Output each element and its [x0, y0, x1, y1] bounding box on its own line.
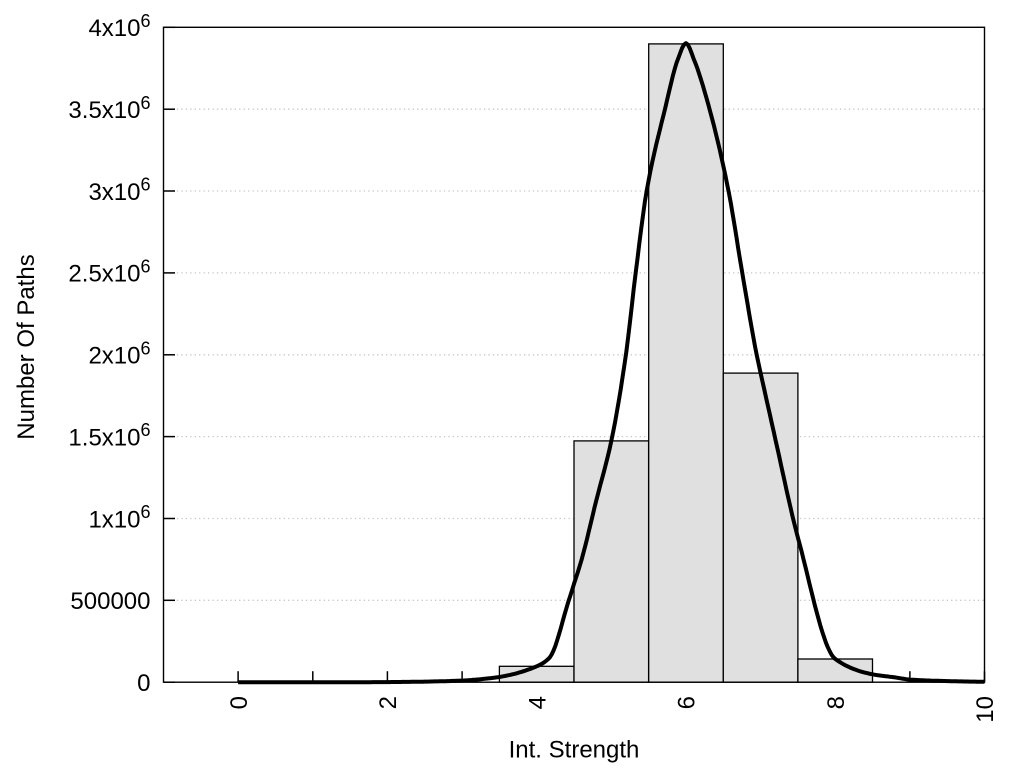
svg-text:Number Of Paths: Number Of Paths [13, 254, 40, 439]
svg-text:1x106: 1x106 [88, 502, 150, 533]
svg-text:4: 4 [524, 696, 551, 709]
svg-text:4x106: 4x106 [88, 11, 150, 42]
svg-text:500000: 500000 [70, 588, 150, 615]
svg-text:2x106: 2x106 [88, 338, 150, 369]
svg-text:3x106: 3x106 [88, 175, 150, 206]
svg-text:3.5x106: 3.5x106 [68, 93, 150, 124]
svg-text:0: 0 [137, 670, 150, 697]
svg-text:6: 6 [674, 696, 701, 709]
svg-text:Int. Strength: Int. Strength [509, 736, 640, 763]
svg-text:8: 8 [823, 696, 850, 709]
svg-text:0: 0 [226, 696, 253, 709]
svg-text:10: 10 [972, 696, 999, 723]
svg-text:2: 2 [375, 696, 402, 709]
svg-text:1.5x106: 1.5x106 [68, 420, 150, 451]
svg-text:2.5x106: 2.5x106 [68, 257, 150, 288]
